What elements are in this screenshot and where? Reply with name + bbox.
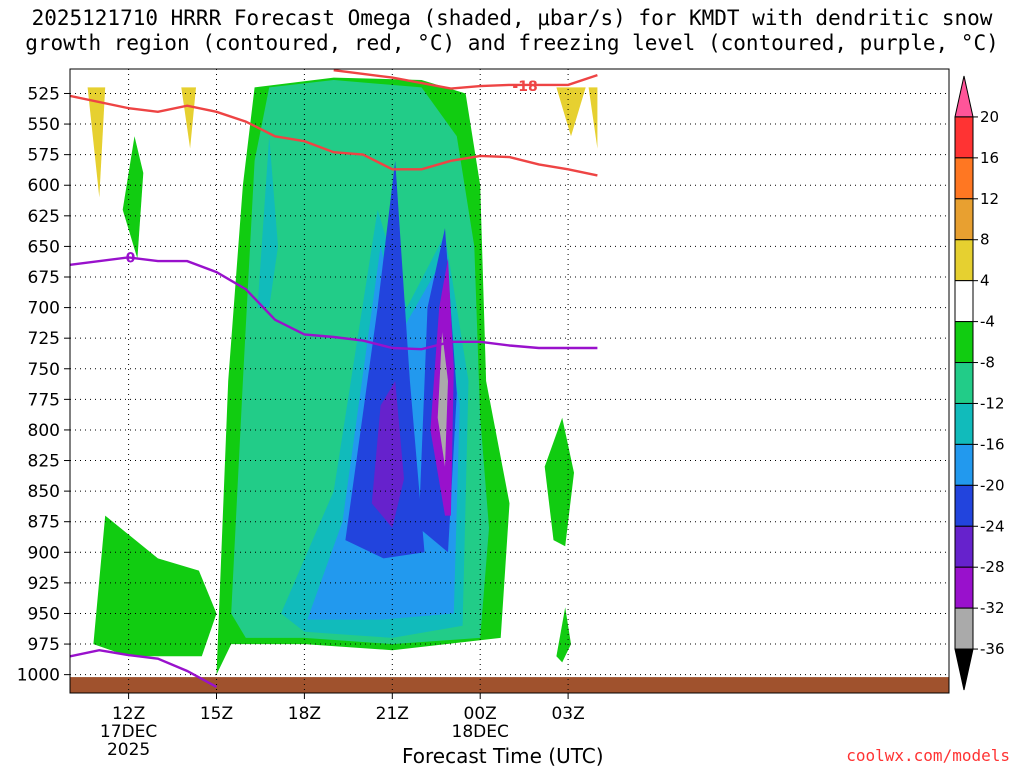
y-tick-label-875: 875 [28, 513, 60, 533]
colorbar-box-3 [954, 198, 974, 241]
colorbar-box-13 [954, 607, 974, 650]
y-tick-label-825: 825 [28, 452, 60, 472]
colorbar-label-12: 12 [980, 190, 999, 208]
omega-region-4-14 [87, 87, 106, 198]
omega-region-m16-6 [257, 136, 278, 308]
ground-surface [70, 677, 949, 693]
colorbar-label-20: 20 [980, 108, 999, 126]
colorbar-label-8: 8 [980, 231, 990, 249]
colorbar-box-7 [954, 362, 974, 404]
colorbar-label--28: -28 [980, 558, 1005, 576]
x-axis-label: Forecast Time (UTC) [402, 744, 604, 768]
omega-region-m36-13 [437, 332, 448, 467]
y-tick-label-925: 925 [28, 574, 60, 594]
x-tick-year-12Z: 2025 [107, 740, 150, 760]
colorbar-box-8 [954, 402, 974, 445]
y-tick-label-775: 775 [28, 390, 60, 410]
y-tick-label-975: 975 [28, 635, 60, 655]
colorbar-arrow-top [954, 75, 974, 118]
y-tick-label-800: 800 [28, 421, 60, 441]
x-tick-label-18Z: 18Z [288, 704, 321, 724]
colorbar-label--16: -16 [980, 435, 1005, 453]
freezing-level-line [70, 256, 598, 351]
y-tick-label-700: 700 [28, 299, 60, 319]
colorbar-arrow-bottom [954, 648, 974, 691]
colorbar-box-11 [954, 525, 974, 568]
y-tick-label-675: 675 [28, 268, 60, 288]
dgz-contour-label: -18 [512, 79, 537, 95]
colorbar-box-10 [954, 484, 974, 527]
y-tick-label-525: 525 [28, 84, 60, 104]
colorbar-label-16: 16 [980, 149, 999, 167]
colorbar-label--24: -24 [980, 517, 1005, 535]
x-tick-label-03Z: 03Z [551, 704, 584, 724]
y-tick-label-575: 575 [28, 146, 60, 166]
x-tick-label-00Z: 00Z [464, 704, 497, 724]
omega-region-m8-4 [556, 607, 571, 663]
y-tick-label-600: 600 [28, 176, 60, 196]
omega-region-m8-1 [93, 515, 217, 657]
colorbar-label-4: 4 [980, 272, 990, 290]
title-line-2: growth region (contoured, red, °C) and f… [25, 31, 999, 55]
colorbar-label--8: -8 [980, 354, 995, 372]
title-line-1: 2025121710 HRRR Forecast Omega (shaded, … [31, 6, 993, 30]
colorbar-label--20: -20 [980, 476, 1005, 494]
omega-region-m24-9 [345, 160, 425, 559]
y-tick-label-550: 550 [28, 115, 60, 135]
omega-region-4-17 [588, 87, 598, 149]
colorbar-box-5 [954, 280, 974, 323]
colorbar-box-6 [954, 321, 974, 364]
plot-frame [69, 68, 950, 694]
colorbar-label--32: -32 [980, 599, 1005, 617]
omega-region-m8-2 [122, 136, 144, 259]
y-tick-label-850: 850 [28, 482, 60, 502]
x-tick-label-12Z: 12Z [112, 704, 145, 724]
y-tick-label-625: 625 [28, 207, 60, 227]
dgz-contour-line [70, 94, 598, 177]
y-tick-label-1000: 1000 [17, 666, 60, 686]
colorbar-box-1 [954, 116, 974, 159]
y-tick-label-650: 650 [28, 237, 60, 257]
colorbar-box-9 [954, 443, 974, 486]
y-tick-label-750: 750 [28, 360, 60, 380]
omega-region-4-16 [556, 87, 586, 137]
x-tick-label-15Z: 15Z [200, 704, 233, 724]
credit-text: coolwx.com/models [846, 746, 1010, 765]
colorbar-box-4 [954, 239, 974, 282]
y-tick-label-725: 725 [28, 329, 60, 349]
omega-region-m8-3 [544, 417, 574, 547]
freezing-level-label: 0 [126, 250, 136, 266]
colorbar-box-12 [954, 566, 974, 609]
y-tick-label-900: 900 [28, 543, 60, 563]
omega-region-4-15 [181, 87, 196, 149]
colorbar-label--12: -12 [980, 394, 1005, 412]
colorbar-label--36: -36 [980, 640, 1005, 658]
colorbar-label--4: -4 [980, 313, 995, 331]
colorbar-box-2 [954, 157, 974, 200]
x-tick-date-12Z: 17DEC [100, 722, 157, 742]
dgz-contour-line-top [333, 69, 598, 90]
chart-title: 2025121710 HRRR Forecast Omega (shaded, … [0, 6, 1024, 56]
freezing-level-line-low [70, 648, 218, 688]
x-tick-label-21Z: 21Z [376, 704, 409, 724]
x-tick-date-00Z: 18DEC [452, 722, 509, 742]
y-tick-label-950: 950 [28, 604, 60, 624]
